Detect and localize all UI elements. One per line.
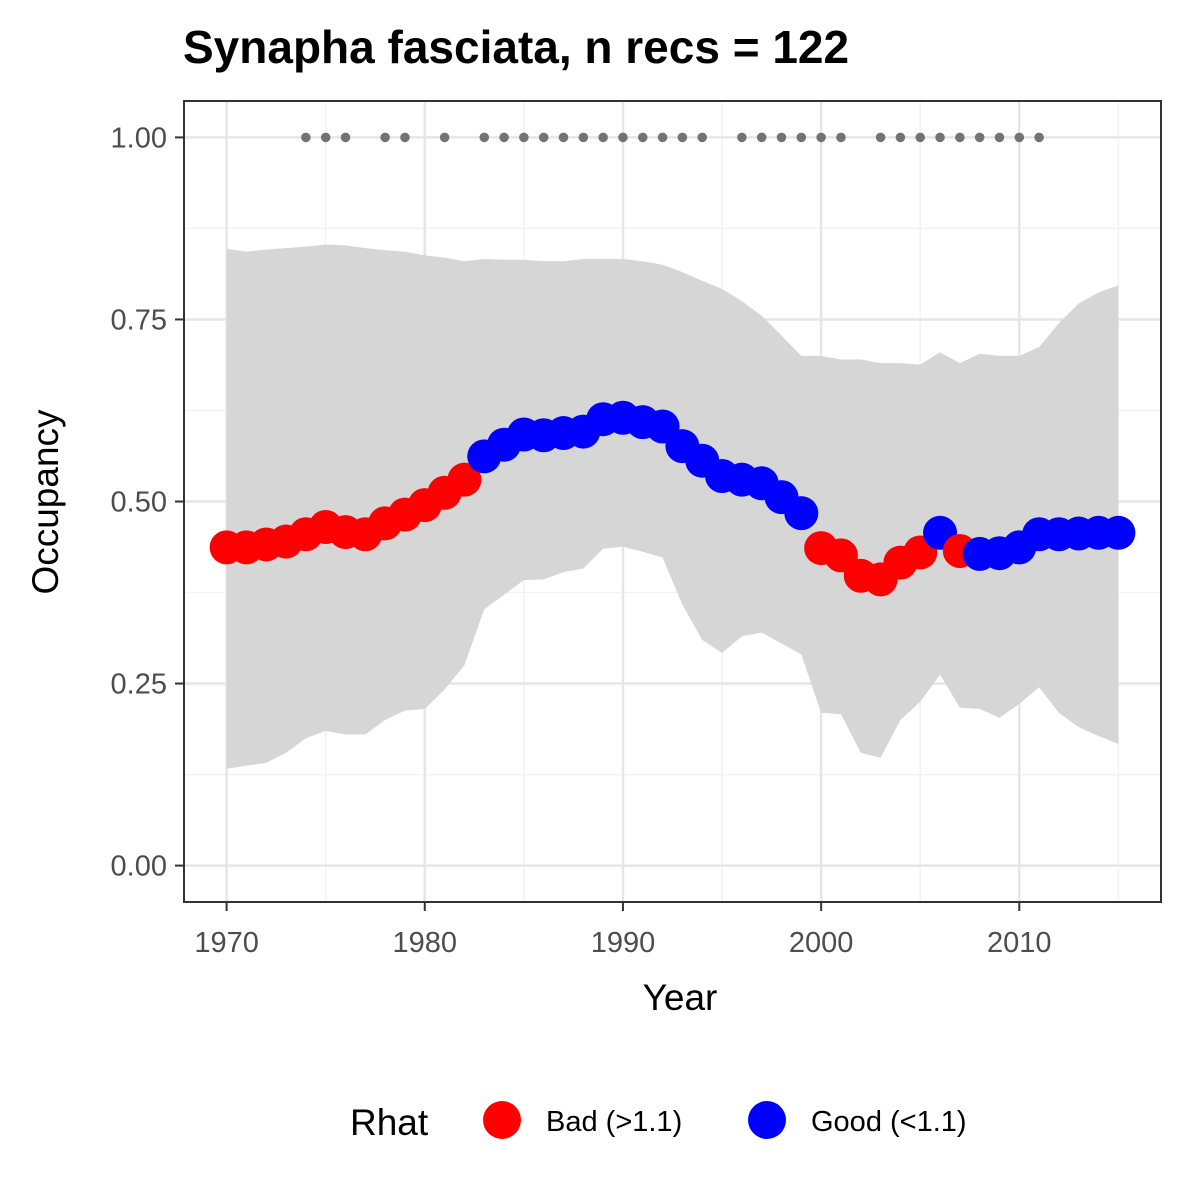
record-dot xyxy=(737,132,747,143)
record-dot xyxy=(657,132,668,143)
record-dot xyxy=(697,132,708,143)
record-dot xyxy=(637,132,648,143)
record-dot xyxy=(955,132,965,143)
occupancy-point xyxy=(447,462,482,497)
y-axis: 0.00 0.25 0.50 0.75 1.00 xyxy=(111,122,184,883)
record-dot xyxy=(974,132,985,143)
record-dot xyxy=(776,132,787,143)
legend: Rhat Bad (>1.1) Good (<1.1) xyxy=(350,1101,967,1143)
record-dot xyxy=(400,132,410,143)
y-tick-label: 0.00 xyxy=(111,851,167,883)
record-dot xyxy=(320,132,331,143)
legend-label-good: Good (<1.1) xyxy=(811,1106,967,1138)
occupancy-point xyxy=(784,496,819,531)
x-tick-label: 1970 xyxy=(194,927,259,959)
record-dot xyxy=(1034,132,1044,143)
record-dot xyxy=(836,132,846,143)
legend-label-bad: Bad (>1.1) xyxy=(546,1106,682,1138)
confidence-ribbon-layer xyxy=(226,244,1119,769)
y-tick-label: 1.00 xyxy=(111,122,167,154)
record-dot xyxy=(875,132,886,143)
record-dot xyxy=(499,132,509,143)
y-axis-title: Occupancy xyxy=(25,409,66,595)
chart-title: Synapha fasciata, n recs = 122 xyxy=(183,21,849,73)
record-dot xyxy=(915,132,926,143)
record-dot xyxy=(796,132,807,143)
x-axis: 1970 1980 1990 2000 2010 xyxy=(194,902,1052,959)
record-dot xyxy=(756,132,767,143)
y-tick-label: 0.75 xyxy=(111,304,167,336)
record-dot xyxy=(479,132,490,143)
x-tick-label: 2010 xyxy=(987,927,1052,959)
legend-title: Rhat xyxy=(350,1102,429,1143)
record-dot xyxy=(677,132,688,143)
record-dot xyxy=(340,132,351,143)
record-dot xyxy=(935,132,945,143)
y-tick-label: 0.50 xyxy=(111,487,167,519)
record-dot xyxy=(578,132,589,143)
confidence-ribbon xyxy=(226,244,1119,769)
record-dot xyxy=(301,132,311,143)
x-tick-label: 1980 xyxy=(393,927,458,959)
x-tick-label: 2000 xyxy=(789,927,854,959)
record-dot xyxy=(558,132,569,143)
record-dot xyxy=(994,132,1005,143)
record-dot xyxy=(598,132,608,143)
occupancy-point xyxy=(1101,515,1136,550)
record-dot xyxy=(816,132,826,143)
record-dot xyxy=(618,132,628,143)
record-dot xyxy=(519,132,529,143)
legend-key-good xyxy=(748,1101,786,1139)
record-dot xyxy=(538,132,549,143)
record-dot xyxy=(1014,132,1025,143)
record-dot xyxy=(895,132,906,143)
legend-key-bad xyxy=(483,1101,521,1139)
x-axis-title: Year xyxy=(643,977,718,1018)
y-tick-label: 0.25 xyxy=(111,669,167,701)
occupancy-points xyxy=(209,400,1136,597)
record-dot xyxy=(439,132,450,143)
x-tick-label: 1990 xyxy=(591,927,656,959)
record-markers xyxy=(301,132,1044,143)
record-dot xyxy=(380,132,390,143)
